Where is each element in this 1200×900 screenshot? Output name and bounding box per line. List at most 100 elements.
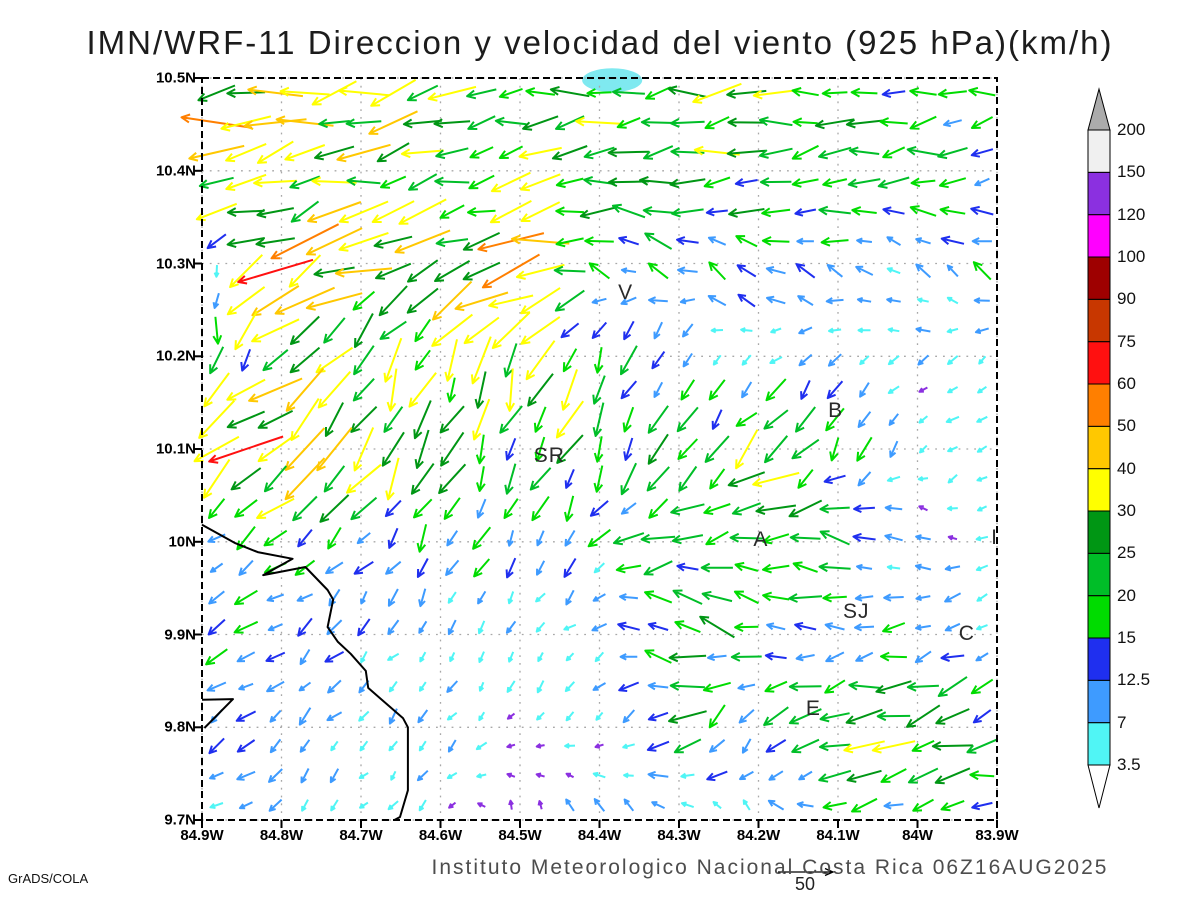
wind-arrow bbox=[279, 86, 330, 97]
wind-arrow bbox=[672, 589, 703, 605]
wind-arrow bbox=[583, 146, 615, 160]
wind-arrow bbox=[791, 438, 820, 460]
wind-arrow bbox=[257, 436, 294, 463]
wind-arrow bbox=[884, 504, 903, 512]
wind-arrow bbox=[439, 204, 465, 219]
wind-arrow bbox=[676, 562, 699, 572]
wind-arrow bbox=[766, 295, 786, 305]
wind-arrow bbox=[212, 292, 220, 309]
wind-arrow bbox=[947, 386, 959, 394]
wind-arrow bbox=[289, 315, 320, 345]
wind-arrow bbox=[435, 147, 469, 160]
wind-arrow bbox=[565, 652, 575, 662]
wind-arrow bbox=[619, 653, 638, 661]
wind-arrow bbox=[329, 768, 340, 784]
wind-arrow bbox=[589, 500, 609, 517]
wind-arrow bbox=[620, 345, 638, 376]
wind-arrow bbox=[947, 355, 959, 365]
wind-arrow bbox=[298, 681, 312, 692]
colorbar-box bbox=[1087, 129, 1111, 173]
wind-arrow bbox=[700, 562, 733, 573]
wind-arrow bbox=[520, 316, 561, 345]
wind-arrow bbox=[945, 415, 960, 424]
wind-arrow bbox=[764, 680, 788, 693]
wind-arrow bbox=[857, 327, 871, 334]
wind-arrow bbox=[854, 593, 874, 602]
wind-arrow bbox=[976, 445, 988, 453]
wind-arrow bbox=[434, 260, 471, 282]
wind-arrow bbox=[203, 372, 230, 408]
wind-arrow bbox=[565, 589, 575, 606]
wind-arrow bbox=[791, 178, 819, 188]
wind-arrow bbox=[820, 236, 849, 247]
wind-arrow bbox=[682, 323, 694, 338]
wind-arrow bbox=[825, 297, 844, 305]
wind-arrow bbox=[881, 88, 906, 99]
wind-arrow bbox=[887, 327, 900, 333]
wind-arrow bbox=[233, 620, 259, 634]
wind-arrow bbox=[498, 87, 523, 99]
wind-arrow bbox=[763, 706, 789, 726]
wind-arrow bbox=[387, 527, 399, 549]
wind-arrow bbox=[359, 740, 369, 752]
wind-arrow bbox=[947, 445, 958, 453]
wind-arrow bbox=[536, 560, 546, 576]
wind-arrow bbox=[619, 593, 638, 602]
wind-arrow bbox=[206, 681, 227, 692]
wind-arrow bbox=[327, 679, 342, 694]
wind-arrow bbox=[253, 177, 298, 188]
wind-arrow bbox=[706, 770, 728, 782]
wind-arrow bbox=[520, 201, 561, 222]
wind-arrow bbox=[680, 379, 696, 401]
reference-arrow-label: 50 bbox=[794, 874, 816, 894]
wind-arrow bbox=[856, 563, 873, 571]
wind-arrow bbox=[976, 624, 988, 631]
wind-arrow bbox=[797, 468, 814, 489]
wind-arrow bbox=[564, 742, 576, 749]
wind-arrow bbox=[354, 313, 374, 348]
wind-arrow bbox=[297, 528, 313, 548]
wind-arrow bbox=[937, 676, 968, 697]
wind-arrow bbox=[299, 648, 311, 666]
wind-arrow bbox=[285, 367, 325, 412]
wind-arrow bbox=[467, 115, 496, 130]
wind-arrow bbox=[563, 557, 577, 578]
wind-arrow bbox=[740, 327, 753, 333]
wind-arrow bbox=[206, 233, 227, 250]
wind-arrow bbox=[263, 465, 288, 493]
wind-arrow bbox=[763, 409, 789, 430]
wind-arrow bbox=[708, 704, 726, 729]
wind-arrow bbox=[620, 296, 637, 306]
wind-arrow bbox=[822, 178, 848, 188]
wind-arrow bbox=[346, 463, 382, 494]
wind-arrow bbox=[198, 176, 234, 189]
colorbar-tick-label: 20 bbox=[1117, 585, 1136, 605]
wind-arrow bbox=[534, 436, 546, 462]
wind-arrow bbox=[505, 437, 517, 461]
x-axis-tick-label: 84.1W bbox=[816, 827, 860, 844]
wind-arrow bbox=[385, 560, 402, 575]
wind-arrow bbox=[446, 530, 459, 547]
wind-arrow bbox=[882, 622, 906, 633]
wind-arrow bbox=[353, 345, 375, 376]
wind-arrow bbox=[944, 592, 962, 603]
wind-arrow bbox=[469, 146, 494, 159]
wind-arrow bbox=[825, 407, 845, 432]
wind-arrow bbox=[324, 651, 345, 663]
wind-arrow bbox=[466, 88, 497, 100]
wind-arrow bbox=[711, 409, 723, 430]
wind-arrow bbox=[531, 496, 550, 522]
wind-arrow bbox=[402, 118, 442, 129]
station-label: SJ bbox=[843, 600, 870, 624]
wind-arrow bbox=[670, 118, 705, 128]
x-axis-tick-label: 84.9W bbox=[180, 827, 224, 844]
wind-arrow bbox=[668, 652, 707, 663]
calm-wind-patch bbox=[582, 68, 643, 93]
wind-arrow bbox=[917, 354, 930, 366]
wind-arrow bbox=[848, 146, 880, 157]
wind-arrow bbox=[416, 769, 429, 782]
wind-arrow bbox=[788, 593, 823, 603]
wind-arrow bbox=[226, 237, 265, 249]
wind-arrow bbox=[759, 177, 792, 187]
wind-arrow bbox=[478, 681, 485, 692]
